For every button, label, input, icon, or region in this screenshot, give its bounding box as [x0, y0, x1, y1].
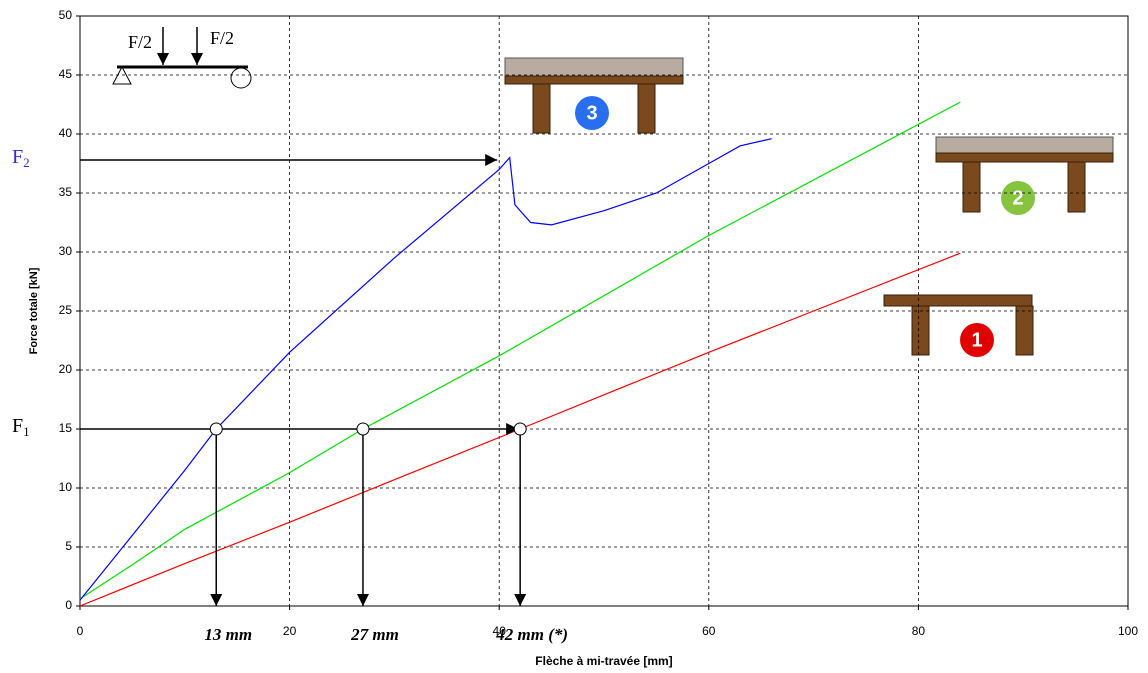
beam-icon: 3 — [505, 58, 683, 133]
level-label: F2 — [12, 146, 30, 170]
point-label: 42 mm (*) — [495, 625, 568, 644]
y-tick-label: 15 — [59, 421, 73, 435]
level-name: F — [12, 146, 23, 168]
point-marker — [210, 423, 222, 435]
y-tick-label: 30 — [59, 244, 73, 258]
page: {"chart_data": {"type": "line", "x_label… — [0, 0, 1148, 673]
y-tick-label: 20 — [59, 362, 73, 376]
y-tick-label: 5 — [65, 539, 72, 553]
y-tick-label: 45 — [59, 67, 73, 81]
beam-icon: 2 — [936, 137, 1113, 215]
load-diagram: F/2 F/2 — [113, 27, 251, 88]
y-tick-label: 35 — [59, 185, 73, 199]
y-tick-label: 40 — [59, 126, 73, 140]
point-marker — [357, 423, 369, 435]
x-tick-label: 0 — [77, 624, 84, 638]
point-label: 13 mm — [204, 625, 252, 644]
badge: 2 — [1012, 187, 1023, 209]
point-label: 27 mm — [350, 625, 399, 644]
level-name: F — [12, 415, 23, 437]
load-label: F/2 — [128, 32, 152, 52]
x-tick-label: 80 — [912, 624, 926, 638]
x-tick-label: 60 — [702, 624, 716, 638]
level-sub: 2 — [23, 155, 30, 170]
x-tick-label: 20 — [283, 624, 297, 638]
x-axis-label: Flèche à mi-travée [mm] — [535, 654, 672, 668]
y-tick-label: 10 — [59, 480, 73, 494]
chart: Flèche à mi-travée [mm] Force totale [kN… — [0, 0, 1148, 673]
y-tick-label: 50 — [59, 8, 73, 22]
level-label: F1 — [12, 415, 30, 439]
y-axis-label: Force totale [kN] — [28, 267, 40, 354]
badge: 1 — [971, 329, 982, 351]
y-tick-label: 25 — [59, 303, 73, 317]
point-marker — [514, 423, 526, 435]
badge: 3 — [586, 102, 597, 124]
y-tick-label: 0 — [65, 598, 72, 612]
level-sub: 1 — [23, 424, 30, 439]
x-tick-label: 100 — [1118, 624, 1138, 638]
beam-icon: 1 — [884, 295, 1033, 357]
load-label: F/2 — [210, 28, 234, 48]
